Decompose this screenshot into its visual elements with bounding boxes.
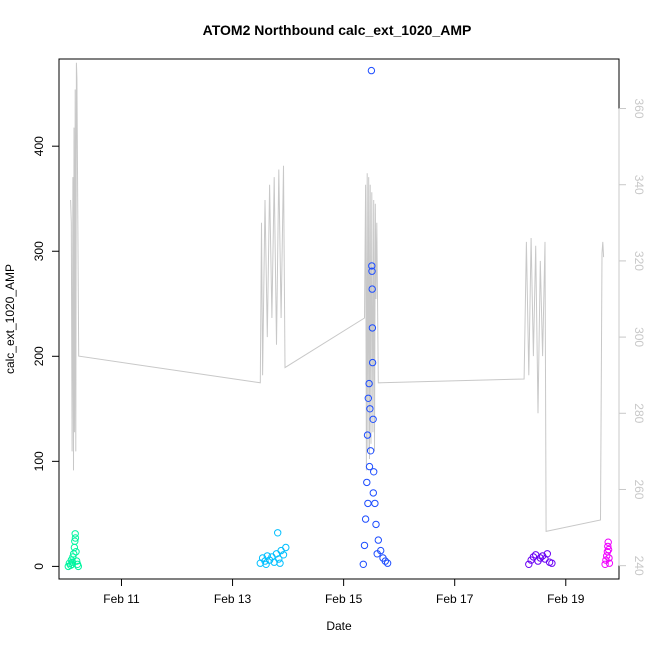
data-point-series-2	[369, 489, 377, 497]
data-point-series-2	[383, 559, 392, 567]
y2-tick-label: 280	[632, 403, 646, 423]
data-point-series-2	[368, 262, 376, 270]
data-point-series-2	[359, 560, 367, 568]
y-axis-right: 240 260 280 300 320 340 360	[618, 99, 646, 576]
data-point-series-1	[279, 551, 288, 559]
chart-title: ATOM2 Northbound calc_ext_1020_AMP	[203, 22, 472, 38]
y-tick-label: 200	[32, 346, 46, 366]
data-point-series-2	[364, 394, 372, 402]
x-tick-label: Feb 15	[325, 592, 363, 606]
y-tick-label: 0	[32, 563, 46, 570]
data-point-series-3	[529, 553, 538, 561]
y2-tick-label: 300	[632, 327, 646, 347]
data-point-series-0	[72, 548, 80, 556]
data-point-series-1	[274, 529, 282, 537]
data-point-series-2	[368, 324, 377, 332]
data-point-series-2	[368, 358, 377, 367]
data-point-series-2	[374, 536, 382, 544]
data-point-series-4	[605, 554, 613, 562]
data-point-series-2	[368, 285, 376, 293]
data-point-series-2	[373, 550, 381, 558]
data-point-series-4	[604, 545, 613, 554]
data-point-series-2	[368, 267, 376, 275]
data-point-series-2	[363, 431, 372, 439]
data-point-series-0	[74, 562, 83, 571]
y2-tick-label: 340	[632, 175, 646, 195]
data-point-series-3	[543, 550, 551, 558]
data-point-series-0	[71, 534, 80, 542]
data-point-series-0	[71, 530, 79, 538]
data-point-series-4	[601, 560, 609, 568]
data-point-series-3	[548, 559, 556, 567]
y2-tick-label: 240	[632, 556, 646, 576]
data-point-series-2	[365, 379, 373, 388]
data-point-series-2	[371, 499, 379, 508]
data-point-series-2	[381, 557, 389, 565]
data-point-series-3	[536, 554, 544, 562]
data-point-series-2	[360, 541, 369, 550]
scatter-points-layer	[64, 66, 614, 571]
y-tick-label: 400	[32, 136, 46, 156]
data-point-series-2	[369, 415, 377, 423]
data-point-series-1	[262, 560, 270, 568]
x-tick-label: Feb 13	[214, 592, 252, 606]
x-tick-label: Feb 11	[103, 592, 140, 606]
series-line	[70, 62, 605, 533]
data-point-series-2	[372, 520, 380, 529]
data-point-series-2	[366, 447, 375, 455]
data-point-series-1	[282, 543, 290, 552]
x-tick-label: Feb 19	[547, 592, 585, 606]
plot-area-frame	[58, 58, 620, 580]
y-tick-label: 300	[32, 241, 46, 261]
data-point-series-2	[364, 499, 372, 508]
data-point-series-2	[367, 66, 376, 75]
data-point-series-1	[275, 555, 283, 563]
y-axis-label: calc_ext_1020_AMP	[3, 264, 17, 374]
data-point-series-0	[71, 537, 79, 545]
right-axis-line-series	[70, 62, 605, 533]
x-axis: Feb 11 Feb 13 Feb 15 Feb 17 Feb 19	[103, 578, 585, 606]
data-point-series-0	[68, 558, 77, 566]
y-axis-left: 0 100 200 300 400	[32, 136, 60, 570]
data-point-series-2	[361, 515, 370, 523]
data-point-series-3	[525, 560, 533, 568]
y2-tick-label: 260	[632, 479, 646, 499]
data-point-series-4	[604, 542, 612, 551]
y2-tick-label: 320	[632, 251, 646, 271]
y-tick-label: 100	[32, 451, 46, 471]
data-point-series-0	[73, 557, 81, 565]
data-point-series-1	[263, 552, 271, 560]
y2-tick-label: 360	[632, 99, 646, 119]
data-point-series-4	[605, 559, 614, 567]
data-point-series-2	[366, 405, 374, 413]
data-point-series-2	[365, 462, 374, 471]
x-tick-label: Feb 17	[436, 592, 474, 606]
x-axis-label: Date	[326, 619, 352, 633]
data-point-series-1	[276, 559, 284, 567]
data-point-series-0	[70, 543, 79, 552]
data-point-series-4	[604, 538, 612, 546]
data-point-series-2	[363, 478, 371, 487]
data-point-series-2	[370, 468, 378, 476]
